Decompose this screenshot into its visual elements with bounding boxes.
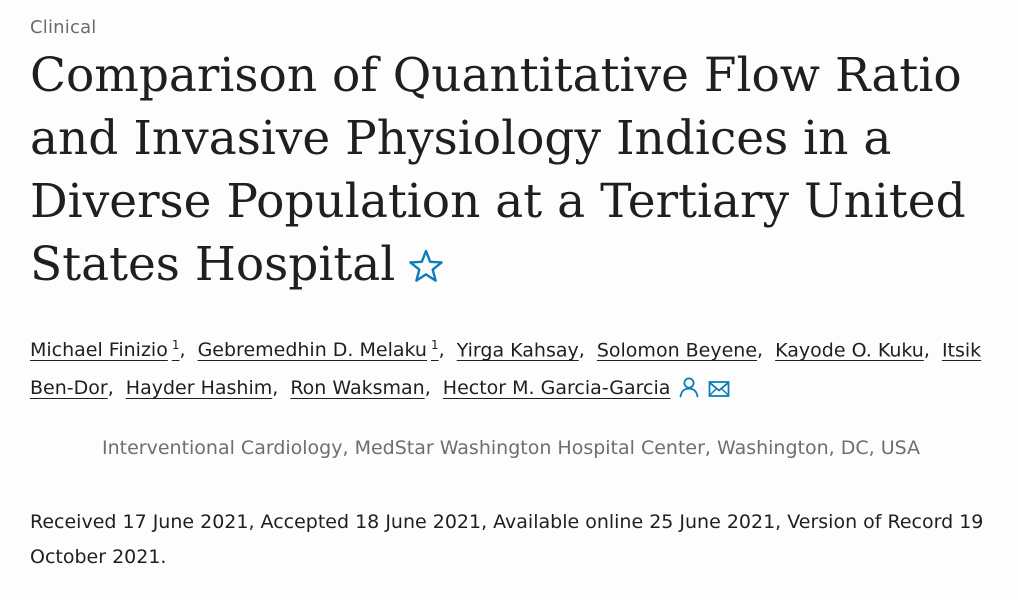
article-title: Comparison of Quantitative Flow Ratio an… — [30, 44, 1005, 299]
star-icon[interactable] — [409, 236, 444, 299]
author-link[interactable]: Itsik Ben-Dor — [30, 339, 981, 399]
author-affiliation-marker: 1 — [171, 338, 180, 352]
author-affiliation-marker: 1 — [430, 338, 439, 352]
author-name: Hayder Hashim — [125, 377, 273, 400]
envelope-icon[interactable] — [708, 373, 730, 411]
publication-dates: Received 17 June 2021, Accepted 18 June … — [30, 511, 984, 568]
author-link[interactable]: Hayder Hashim — [126, 377, 272, 399]
author-link[interactable]: Gebremedhin D. Melaku 1 — [197, 338, 439, 362]
author-link[interactable]: Ron Waksman — [290, 377, 424, 399]
author-name: Kayode O. Kuku — [775, 339, 924, 362]
author-contact-icons — [678, 373, 738, 411]
author-name: Hector M. Garcia-Garcia — [442, 377, 671, 400]
author-link[interactable]: Yirga Kahsay — [457, 339, 579, 361]
author-name: Solomon Beyene — [596, 339, 758, 362]
article-category: Clinical — [30, 17, 97, 38]
author-link[interactable]: Hector M. Garcia-Garcia — [443, 377, 671, 399]
author-name: Yirga Kahsay — [456, 339, 579, 362]
article-title-text: Comparison of Quantitative Flow Ratio an… — [30, 48, 966, 292]
affiliation-text: Interventional Cardiology, MedStar Washi… — [102, 437, 921, 459]
author-link[interactable]: Solomon Beyene — [597, 339, 757, 361]
author-name: Gebremedhin D. Melaku — [197, 339, 427, 362]
author-link[interactable]: Michael Finizio 1 — [30, 338, 180, 362]
author-name: Ron Waksman — [290, 377, 425, 400]
author-name: Itsik Ben-Dor — [30, 339, 982, 400]
person-icon[interactable] — [678, 373, 700, 411]
author-name: Michael Finizio — [30, 339, 168, 362]
author-list: Michael Finizio 1, Gebremedhin D. Melaku 1… — [30, 326, 1005, 411]
author-link[interactable]: Kayode O. Kuku — [775, 339, 924, 361]
